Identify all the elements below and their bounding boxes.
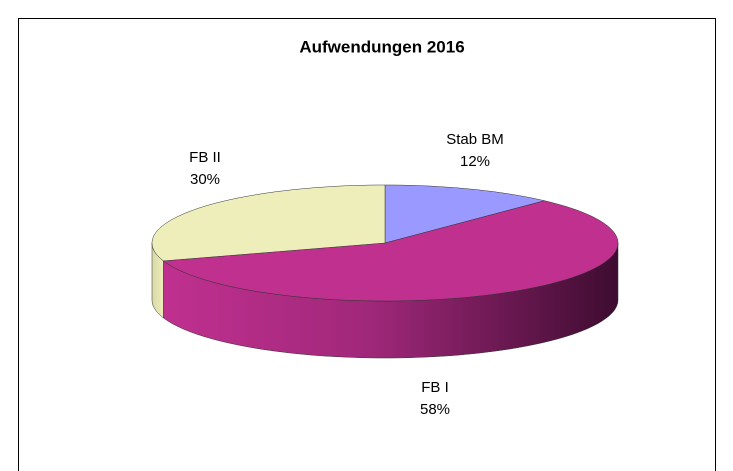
chart-title: Aufwendungen 2016 [299, 37, 464, 56]
slice [162, 200, 619, 302]
slice-value-label: 12% [460, 153, 490, 170]
slice-value-label: 30% [190, 171, 220, 188]
slice-label: FB I [421, 379, 449, 396]
slice-label: Stab BM [446, 131, 504, 148]
slice-value-label: 58% [420, 401, 450, 418]
slice [151, 184, 386, 262]
slice [384, 184, 545, 244]
slice-label: FB II [189, 149, 221, 166]
